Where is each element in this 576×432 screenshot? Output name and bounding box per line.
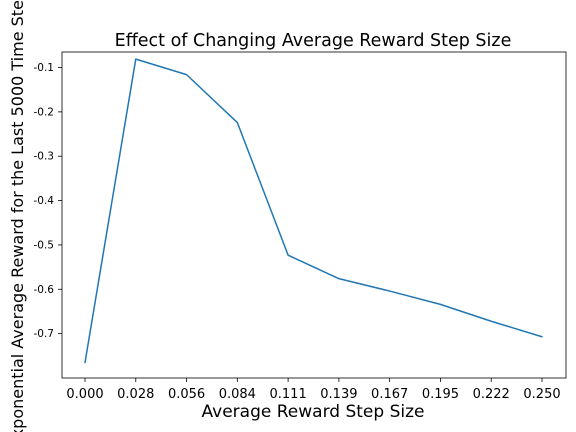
x-tick-label: 0.250 <box>523 387 560 402</box>
chart-title: Effect of Changing Average Reward Step S… <box>115 31 512 51</box>
x-tick-label: 0.084 <box>219 387 256 402</box>
y-tick-label: -0.2 <box>34 106 55 118</box>
y-tick-label: -0.6 <box>34 284 55 296</box>
x-tick-label: 0.056 <box>168 387 205 402</box>
y-tick-label: -0.3 <box>34 151 55 163</box>
x-tick-label: 0.195 <box>422 387 459 402</box>
x-tick-label: 0.000 <box>66 387 103 402</box>
y-tick-label: -0.1 <box>34 62 55 74</box>
x-tick-label: 0.167 <box>371 387 408 402</box>
x-tick-label: 0.222 <box>473 387 510 402</box>
x-tick-label: 0.028 <box>117 387 154 402</box>
y-tick-label: -0.4 <box>34 195 55 207</box>
y-tick-label: -0.5 <box>34 239 55 251</box>
x-tick-label: 0.111 <box>270 387 307 402</box>
y-axis-label: Exponential Average Reward for the Last … <box>8 0 27 432</box>
x-axis-label: Average Reward Step Size <box>202 402 425 422</box>
y-tick-label: -0.7 <box>34 328 55 340</box>
x-tick-label: 0.139 <box>320 387 357 402</box>
